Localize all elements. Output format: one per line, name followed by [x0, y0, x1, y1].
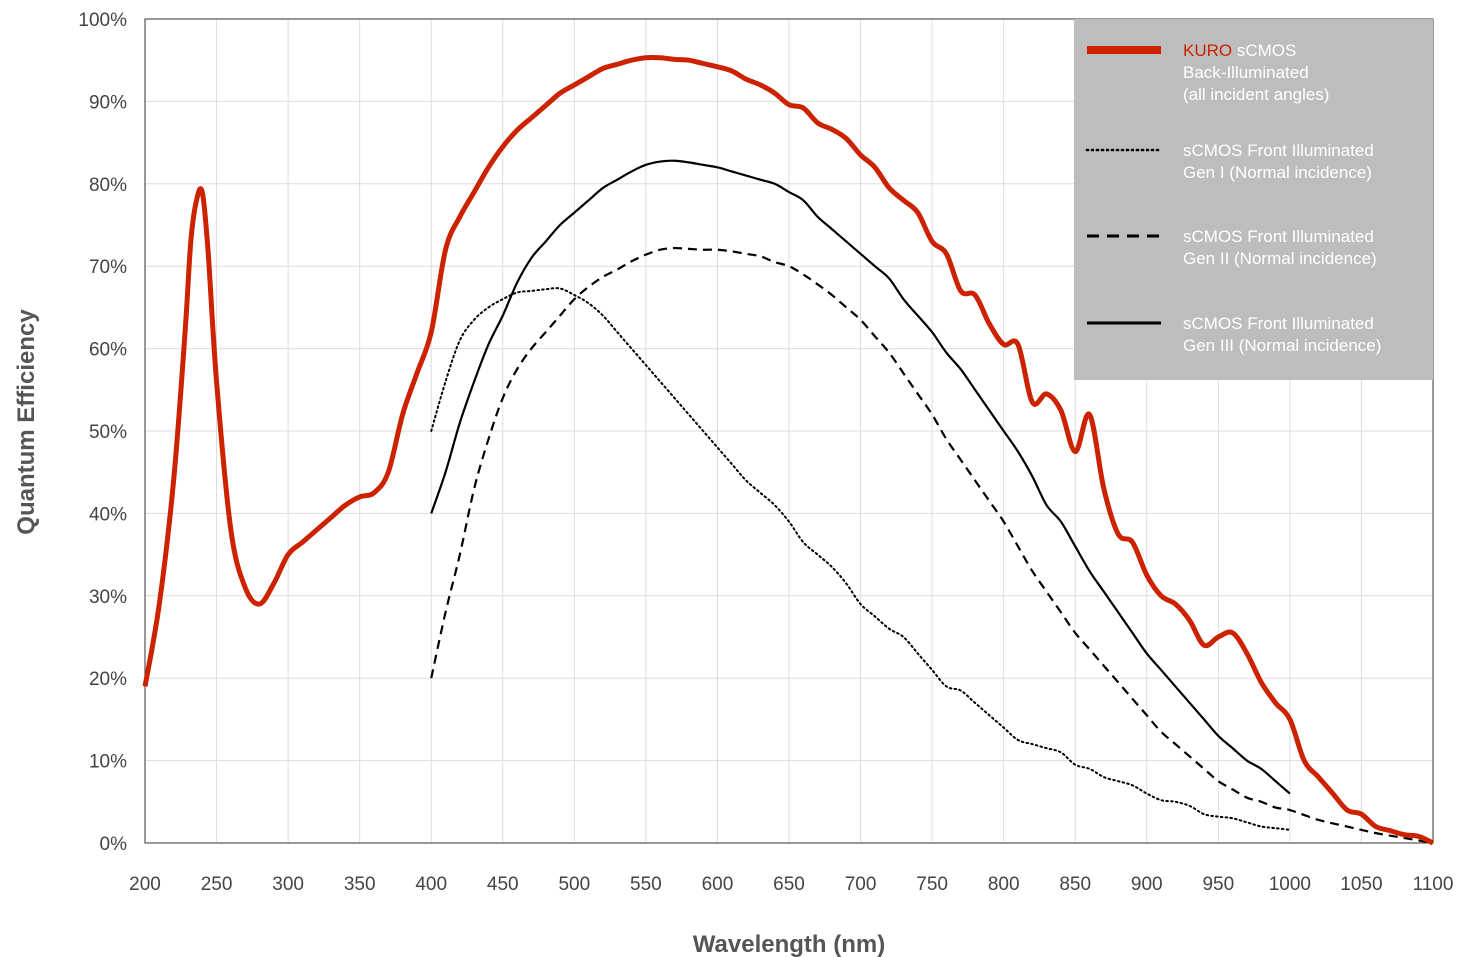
x-tick-label: 850 [1059, 874, 1091, 895]
x-tick-label: 250 [201, 874, 233, 895]
legend-label-segment: sCMOS [1232, 41, 1296, 60]
series-line-gen1 [430, 287, 1291, 831]
legend-label-segment: (all incident angles) [1183, 85, 1329, 104]
legend-label-segment: Gen I (Normal incidence) [1183, 163, 1372, 182]
legend-label-gen1: Gen I (Normal incidence) [1183, 163, 1372, 182]
x-tick-label: 450 [487, 874, 519, 895]
y-tick-label: 100% [78, 10, 127, 31]
series-layer [142, 54, 1435, 846]
x-tick-label: 750 [916, 874, 948, 895]
legend-label-segment: KURO [1183, 41, 1232, 60]
series-line-gen3 [430, 159, 1291, 795]
x-tick-label: 1050 [1340, 874, 1382, 895]
legend-label-gen2: sCMOS Front Illuminated [1183, 227, 1374, 246]
x-tick-label: 350 [344, 874, 376, 895]
x-tick-label: 900 [1131, 874, 1163, 895]
legend-label-segment: sCMOS Front Illuminated [1183, 314, 1374, 333]
y-tick-label: 90% [89, 92, 127, 113]
legend-label-gen3: Gen III (Normal incidence) [1183, 336, 1381, 355]
x-tick-label: 500 [558, 874, 590, 895]
series-line-gen2 [430, 246, 1434, 845]
legend-label-kuro: (all incident angles) [1183, 85, 1329, 104]
legend-label-segment: sCMOS Front Illuminated [1183, 227, 1374, 246]
x-tick-label: 950 [1202, 874, 1234, 895]
legend-label-gen1: sCMOS Front Illuminated [1183, 141, 1374, 160]
legend-box [1074, 19, 1433, 380]
x-axis-title: Wavelength (nm) [693, 931, 885, 957]
x-tick-label: 700 [845, 874, 877, 895]
legend-label-segment: Gen III (Normal incidence) [1183, 336, 1381, 355]
y-tick-label: 20% [89, 669, 127, 690]
legend-label-kuro: Back-Illuminated [1183, 63, 1309, 82]
legend: KURO sCMOS Back-Illuminated (all incident … [1074, 19, 1433, 380]
y-axis-title: Quantum Efficiency [13, 309, 40, 535]
x-tick-label: 400 [415, 874, 447, 895]
x-tick-label: 800 [988, 874, 1020, 895]
x-tick-label: 550 [630, 874, 662, 895]
x-tick-label: 300 [272, 874, 304, 895]
y-tick-label: 50% [89, 422, 127, 443]
y-tick-label: 60% [89, 340, 127, 361]
legend-label-segment: Gen II (Normal incidence) [1183, 249, 1377, 268]
legend-label-kuro: KURO sCMOS [1183, 41, 1296, 60]
series-line-kuro [142, 54, 1435, 846]
y-tick-label: 30% [89, 587, 127, 608]
legend-label-gen3: sCMOS Front Illuminated [1183, 314, 1374, 333]
x-tick-label: 600 [702, 874, 734, 895]
legend-label-gen2: Gen II (Normal incidence) [1183, 249, 1377, 268]
legend-label-segment: sCMOS Front Illuminated [1183, 141, 1374, 160]
y-tick-label: 80% [89, 175, 127, 196]
x-tick-label: 650 [773, 874, 805, 895]
x-tick-label: 1000 [1269, 874, 1311, 895]
legend-label-segment: Back-Illuminated [1183, 63, 1309, 82]
x-tick-label: 1100 [1413, 874, 1454, 895]
y-tick-label: 40% [89, 504, 127, 525]
y-tick-label: 0% [100, 834, 128, 855]
y-tick-label: 10% [89, 752, 127, 773]
y-tick-label: 70% [89, 257, 127, 278]
plot-frame [144, 18, 1434, 844]
x-tick-label: 200 [129, 874, 161, 895]
tick-layer: 200 250 300 350 400 450 500 550 600 650 700 750 800 8… [78, 10, 1453, 895]
